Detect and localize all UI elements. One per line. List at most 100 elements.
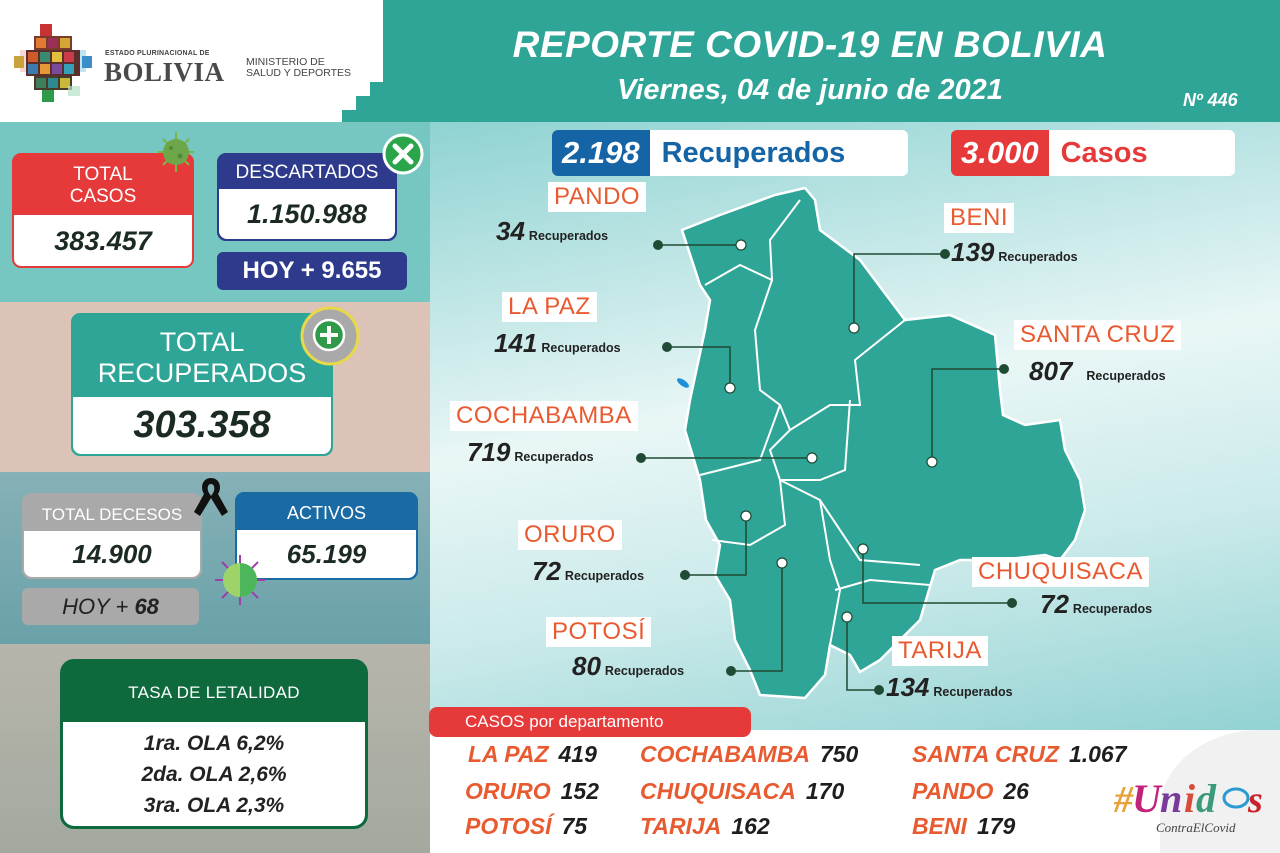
dept-recovered: 34 Recuperados: [496, 216, 608, 247]
daily-cases-label: Casos: [1060, 137, 1148, 169]
total-cases-card: TOTAL CASOS 383.457: [12, 153, 194, 268]
dept-value: 139: [951, 237, 995, 267]
report-date: Viernes, 04 de junio de 2021: [617, 74, 1003, 106]
discarded-today: HOY + 9.655: [217, 252, 407, 290]
lake-titicaca: [677, 378, 689, 388]
dept-recovered: 134 Recuperados: [886, 672, 1013, 703]
cases-dept-value: 419: [558, 741, 597, 767]
cases-row-item: LA PAZ 419: [468, 741, 597, 768]
cases-row-item: SANTA CRUZ 1.067: [912, 741, 1127, 768]
lethality-title: TASA DE LETALIDAD: [128, 683, 300, 702]
dept-pando: PANDO 34 Recuperados: [496, 182, 647, 246]
active-cases-card: ACTIVOS 65.199: [235, 492, 418, 580]
virus-icon: [215, 555, 265, 605]
cases-row-item: BENI 179: [912, 813, 1015, 840]
svg-text:U: U: [1132, 776, 1163, 821]
dept-value: 807: [1029, 356, 1073, 386]
cases-dept-value: 26: [1003, 778, 1029, 804]
deaths-today: HOY + 68: [22, 588, 199, 625]
total-deaths-value: 14.900: [24, 531, 200, 577]
daily-cases-badge: 3.000 Casos: [951, 130, 1235, 176]
dept-value: 72: [1040, 589, 1069, 619]
dept-unit: Recuperados: [998, 250, 1078, 264]
cases-dept-value: 152: [560, 778, 599, 804]
active-cases-label: ACTIVOS: [286, 503, 366, 523]
dept-value: 80: [572, 651, 601, 681]
ministry-name: MINISTERIO DE SALUD Y DEPORTES: [246, 57, 351, 79]
total-cases-label: TOTAL CASOS: [14, 155, 192, 215]
casos-departamento-title: CASOS por departamento: [429, 707, 751, 737]
cases-row-item: ORURO 152: [465, 778, 599, 805]
total-cases-label-1: TOTAL: [73, 164, 133, 185]
daily-recovered-badge: 2.198 Recuperados: [552, 130, 908, 176]
total-recovered-card: TOTAL RECUPERADOS 303.358: [71, 313, 333, 456]
dept-recovered: 139 Recuperados: [951, 237, 1078, 268]
dept-name: PANDO: [548, 182, 647, 212]
x-circle-icon: [382, 133, 424, 175]
daily-recovered-label: Recuperados: [661, 137, 846, 169]
cases-row-item: COCHABAMBA 750: [640, 741, 858, 768]
dept-recovered: 72 Recuperados: [532, 556, 644, 587]
daily-recovered-value: 2.198: [552, 130, 650, 176]
dept-value: 134: [886, 672, 930, 702]
dept-tarija: TARIJA 134 Recuperados: [886, 636, 1013, 702]
daily-cases-value: 3.000: [951, 130, 1049, 176]
total-cases-value: 383.457: [14, 215, 192, 266]
dept-recovered: 141 Recuperados: [494, 328, 621, 359]
unidos-campaign-logo: # U n i d s ContraElCovid: [1113, 776, 1263, 835]
dept-name: BENI: [944, 203, 1015, 233]
dept-name: ORURO: [518, 520, 622, 550]
cases-dept-value: 1.067: [1068, 741, 1127, 767]
cases-row-item: CHUQUISACA 170: [640, 778, 844, 805]
report-title: REPORTE COVID-19 EN BOLIVIA: [512, 24, 1108, 65]
dept-name: SANTA CRUZ: [1014, 320, 1182, 350]
dept-name: COCHABAMBA: [450, 401, 638, 431]
logo-background: [0, 0, 383, 122]
plus-circle-icon: [300, 306, 360, 366]
discarded-card: DESCARTADOS 1.150.988: [217, 153, 397, 241]
dept-potosi: POTOSÍ 80 Recuperados: [546, 617, 684, 681]
dept-value: 719: [467, 437, 511, 467]
svg-text:#: #: [1113, 779, 1134, 821]
lethality-rows: 1ra. OLA 6,2% 2da. OLA 2,6% 3ra. OLA 2,3…: [63, 722, 365, 826]
cases-dept-name: BENI: [912, 813, 967, 839]
cases-dept-value: 179: [976, 813, 1016, 839]
dept-name: POTOSÍ: [546, 617, 652, 647]
cases-row-item: TARIJA 162: [640, 813, 770, 840]
active-cases-value: 65.199: [237, 530, 416, 578]
cases-dept-value: 162: [731, 813, 770, 839]
dept-name: LA PAZ: [502, 292, 597, 322]
cases-dept-name: COCHABAMBA: [640, 741, 810, 767]
dept-unit: Recuperados: [564, 569, 645, 583]
svg-text:i: i: [1184, 776, 1195, 821]
dept-unit: Recuperados: [528, 229, 609, 243]
dept-unit: Recuperados: [933, 685, 1013, 699]
total-recovered-label-2: RECUPERADOS: [97, 358, 307, 388]
dept-recovered: 80 Recuperados: [572, 651, 684, 682]
cases-dept-name: SANTA CRUZ: [912, 741, 1059, 767]
lethality-card: TASA DE LETALIDAD 1ra. OLA 6,2% 2da. OLA…: [60, 659, 368, 829]
total-recovered-value: 303.358: [73, 397, 331, 454]
virus-icon: [158, 132, 194, 172]
cases-dept-name: CHUQUISACA: [640, 778, 796, 804]
discarded-label: DESCARTADOS: [235, 162, 379, 183]
dept-beni: BENI 139 Recuperados: [944, 203, 1078, 267]
dept-unit: Recuperados: [1086, 369, 1166, 383]
dept-value: 34: [496, 216, 525, 246]
dept-recovered: 72 Recuperados: [1040, 589, 1152, 620]
dept-unit: Recuperados: [1072, 602, 1153, 616]
dept-unit: Recuperados: [541, 341, 621, 355]
dept-unit: Recuperados: [514, 450, 594, 464]
dept-chuquisaca: CHUQUISACA 72 Recuperados: [972, 557, 1152, 619]
dept-recovered: 719 Recuperados: [467, 437, 594, 468]
dept-cochabamba: COCHABAMBA 719 Recuperados: [450, 401, 638, 467]
total-deaths-label: TOTAL DECESOS: [41, 505, 183, 524]
deaths-today-value: 68: [134, 594, 159, 619]
dept-name: TARIJA: [892, 636, 988, 666]
ministry-line-2: SALUD Y DEPORTES: [246, 67, 352, 79]
unidos-tagline: ContraElCovid: [1156, 820, 1236, 835]
svg-text:s: s: [1247, 779, 1263, 821]
discarded-value: 1.150.988: [219, 189, 395, 239]
cases-dept-name: LA PAZ: [468, 741, 549, 767]
